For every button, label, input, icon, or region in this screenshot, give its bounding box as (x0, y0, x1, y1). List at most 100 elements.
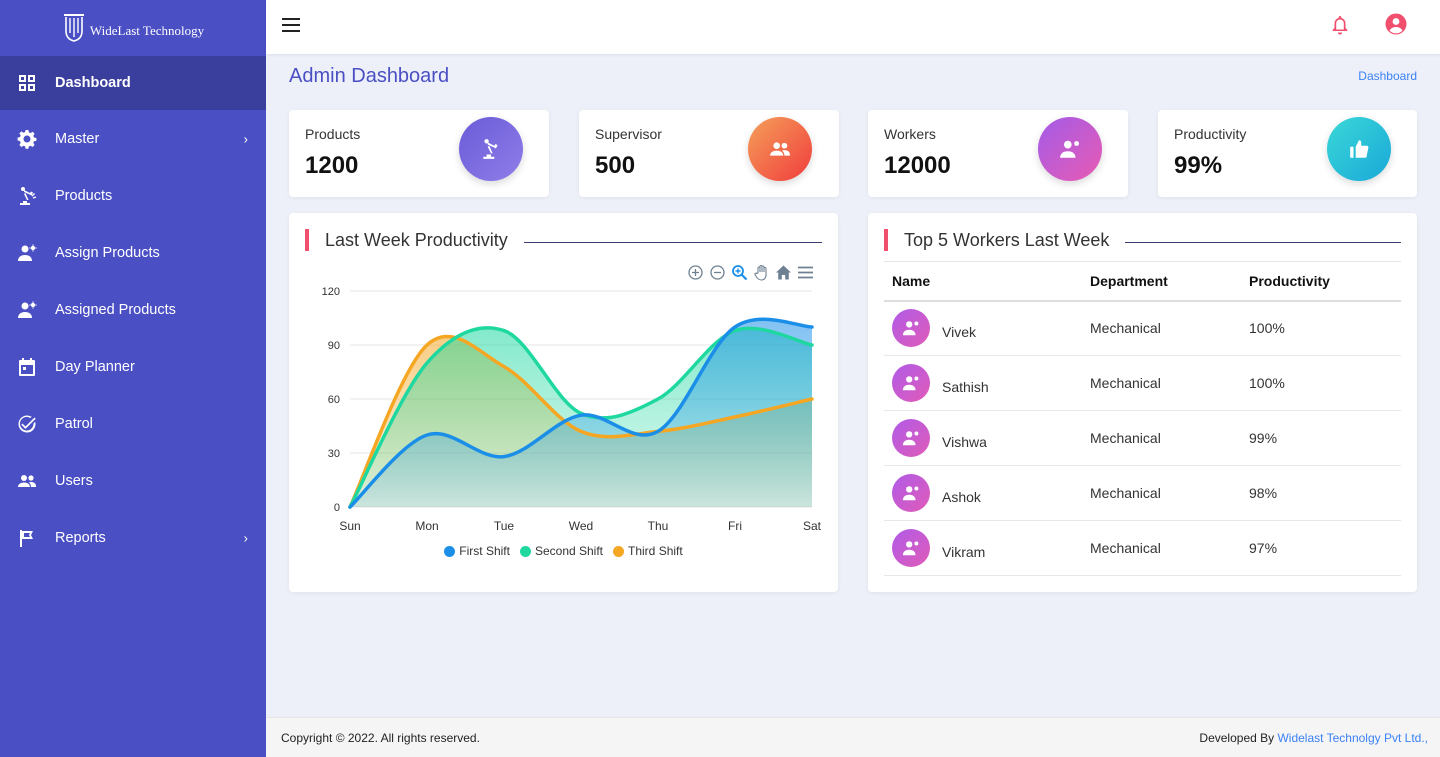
sidebar-item-users[interactable]: Users (0, 452, 266, 509)
legend-item-third-shift[interactable]: Third Shift (613, 544, 683, 558)
stat-card-workers: Workers 12000 (868, 110, 1128, 197)
worker-name: Vivek (942, 324, 976, 341)
sidebar-item-assign-products[interactable]: Assign Products (0, 224, 266, 281)
stat-label: Productivity (1174, 126, 1247, 142)
engineer-icon (17, 243, 37, 263)
sidebar-item-patrol[interactable]: Patrol (0, 395, 266, 452)
y-tick-label: 30 (328, 448, 340, 460)
table-row: Vivek Mechanical 100% (884, 300, 1401, 356)
page-title: Admin Dashboard (289, 65, 450, 87)
sidebar: WideLast Technology Dashboard Master › P… (0, 0, 266, 757)
accent-bar (884, 229, 888, 251)
robot-arm-icon (459, 117, 523, 181)
legend-label: First Shift (459, 544, 510, 558)
y-tick-label: 120 (322, 286, 340, 298)
flag-icon (17, 528, 37, 548)
productivity-cell: 99% (1241, 410, 1401, 466)
table-row: Sathish Mechanical 100% (884, 355, 1401, 411)
stat-value: 99% (1174, 152, 1223, 179)
stat-value: 12000 (884, 152, 951, 179)
menu-icon[interactable] (797, 264, 814, 281)
check-circle-icon (17, 414, 37, 434)
zoom-in-icon[interactable] (687, 264, 704, 281)
user-account-icon[interactable] (1385, 13, 1407, 35)
worker-name: Sathish (942, 379, 989, 395)
sidebar-item-label: Day Planner (55, 358, 135, 375)
gear-icon (17, 129, 37, 149)
y-tick-label: 0 (334, 502, 340, 514)
panel-header: Last Week Productivity (305, 228, 822, 252)
stat-label: Products (305, 126, 361, 142)
name-cell: Vishwa (884, 410, 1082, 466)
stat-label: Workers (884, 126, 936, 142)
sidebar-item-reports[interactable]: Reports › (0, 509, 266, 566)
stat-card-productivity: Productivity 99% (1158, 110, 1417, 197)
panel-header: Top 5 Workers Last Week (884, 228, 1401, 252)
area-chart: 0 30 60 90 120 Sun Mon Tue Wed Thu Fri Sat (322, 286, 822, 533)
series-area (350, 319, 812, 507)
sidebar-item-label: Users (55, 472, 93, 489)
footer: Copyright © 2022. All rights reserved. D… (266, 717, 1440, 757)
table-header-row: Name Department Productivity (884, 261, 1401, 302)
legend-label: Second Shift (534, 544, 604, 558)
name-cell: Vivek (884, 300, 1082, 356)
home-reset-icon[interactable] (775, 264, 792, 281)
worker-avatar-icon (892, 309, 930, 348)
sidebar-item-dashboard[interactable]: Dashboard (0, 56, 266, 110)
sidebar-item-label: Reports (55, 529, 106, 546)
pan-hand-icon[interactable] (753, 264, 770, 281)
legend-label: Third Shift (628, 544, 683, 558)
productivity-cell: 98% (1241, 465, 1401, 521)
brand-name: WideLast Technology (89, 23, 205, 38)
worker-avatar-icon (892, 474, 930, 512)
worker-name: Vishwa (942, 434, 987, 450)
workers-table: Name Department Productivity Vivek Mechan… (884, 261, 1401, 576)
worker-name: Vikram (942, 544, 986, 560)
x-tick-label: Sun (339, 519, 360, 533)
developer-link[interactable]: Widelast Technolgy Pvt Ltd., (1277, 731, 1428, 745)
panel-title: Last Week Productivity (325, 229, 508, 250)
column-header: Department (1082, 261, 1241, 302)
legend-marker (613, 545, 625, 557)
legend-item-second-shift[interactable]: Second Shift (519, 544, 604, 558)
brand[interactable]: WideLast Technology (0, 0, 266, 56)
productivity-cell: 100% (1241, 300, 1401, 356)
x-tick-label: Thu (648, 519, 669, 533)
zoom-out-icon[interactable] (709, 264, 726, 281)
stat-card-products: Products 1200 (289, 110, 549, 197)
calendar-icon (17, 357, 37, 377)
hamburger-menu-icon[interactable] (282, 18, 300, 32)
table-row: Vishwa Mechanical 99% (884, 410, 1401, 466)
sidebar-item-master[interactable]: Master › (0, 110, 266, 167)
sidebar-item-products[interactable]: Products (0, 167, 266, 224)
copyright-text: Copyright © 2022. All rights reserved. (281, 731, 480, 745)
engineer-icon (1038, 117, 1102, 181)
panel-title: Top 5 Workers Last Week (904, 229, 1110, 250)
worker-avatar-icon (892, 529, 930, 567)
thumbs-up-icon (1327, 117, 1391, 181)
breadcrumb[interactable]: Dashboard (1358, 69, 1417, 83)
accent-bar (305, 229, 309, 251)
x-tick-label: Wed (569, 519, 593, 533)
productivity-cell: 97% (1241, 520, 1401, 576)
divider (523, 241, 822, 243)
wt-logo-icon (63, 14, 84, 42)
series-line (348, 334, 814, 509)
department-cell: Mechanical (1082, 410, 1241, 466)
stat-label: Supervisor (595, 126, 662, 142)
sidebar-item-day-planner[interactable]: Day Planner (0, 338, 266, 395)
robot-arm-icon (17, 186, 37, 206)
sidebar-item-assigned-products[interactable]: Assigned Products (0, 281, 266, 338)
worker-name: Ashok (942, 489, 981, 505)
chart-legend: First Shift Second Shift Third Shift (289, 544, 838, 558)
sidebar-item-label: Dashboard (55, 75, 131, 91)
table-row: Vikram Mechanical 97% (884, 520, 1401, 576)
stat-value: 500 (595, 152, 636, 179)
legend-item-first-shift[interactable]: First Shift (444, 544, 510, 558)
department-cell: Mechanical (1082, 465, 1241, 521)
bell-icon[interactable] (1330, 14, 1350, 36)
stat-card-supervisor: Supervisor 500 (579, 110, 839, 197)
selection-zoom-icon[interactable] (731, 264, 748, 281)
divider (1125, 241, 1401, 243)
productivity-chart-panel: Last Week Productivity 0 30 60 90 120 Sun Mon T… (289, 213, 838, 592)
